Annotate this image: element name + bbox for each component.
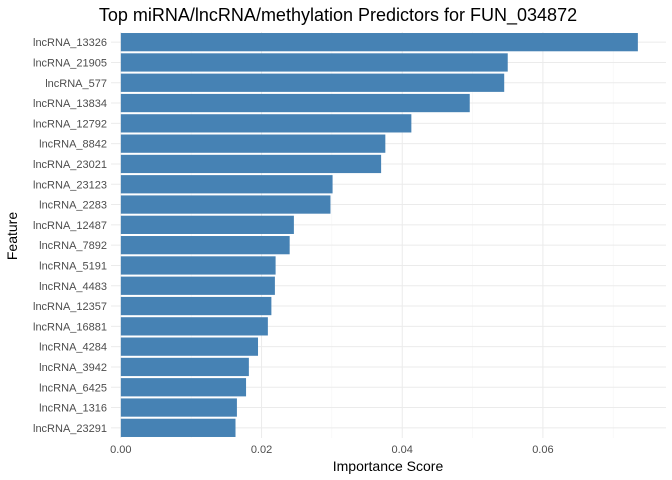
y-tick-label: lncRNA_4483 — [39, 281, 107, 293]
bar — [120, 134, 386, 153]
y-tick-label: lncRNA_23021 — [33, 159, 107, 171]
y-tick-label: lncRNA_21905 — [33, 57, 107, 69]
x-tick-label: 0.00 — [110, 444, 131, 456]
y-tick-labels: lncRNA_13326 lncRNA_21905 lncRNA_577 lncRNA… — [33, 37, 107, 435]
bar — [120, 114, 412, 133]
y-tick-label: lncRNA_16881 — [33, 321, 107, 333]
bar — [120, 317, 268, 336]
y-axis-title: Feature — [4, 212, 20, 260]
x-tick-label: 0.02 — [251, 444, 272, 456]
y-tick-label: lncRNA_12487 — [33, 220, 107, 232]
bar — [120, 398, 237, 417]
x-tick-label: 0.04 — [392, 444, 413, 456]
bar — [120, 215, 294, 234]
bar — [120, 276, 275, 295]
bar — [120, 378, 247, 397]
chart-title: Top miRNA/lncRNA/methylation Predictors … — [99, 5, 577, 26]
bar — [120, 93, 470, 113]
bar — [120, 337, 259, 356]
bar — [120, 357, 249, 377]
y-tick-label: lncRNA_5191 — [39, 260, 107, 272]
y-tick-label: lncRNA_13326 — [33, 37, 107, 49]
bar — [120, 53, 508, 72]
y-tick-label: lncRNA_577 — [45, 78, 107, 90]
bars — [120, 33, 638, 437]
grid-lines — [111, 32, 666, 438]
bar — [120, 154, 382, 174]
bar — [120, 296, 272, 316]
y-tick-label: lncRNA_13834 — [33, 98, 107, 110]
bar — [120, 195, 331, 214]
y-tick-label: lncRNA_1316 — [39, 403, 107, 415]
y-tick-label: lncRNA_4284 — [39, 342, 107, 354]
y-tick-label: lncRNA_12792 — [33, 118, 107, 130]
bar — [120, 236, 290, 255]
y-tick-label: lncRNA_8842 — [39, 139, 107, 151]
bar — [120, 418, 236, 437]
y-tick-label: lncRNA_2283 — [39, 200, 107, 212]
x-tick-labels: 0.00 0.02 0.04 0.06 — [110, 444, 553, 456]
bar — [120, 73, 505, 92]
x-axis-title: Importance Score — [333, 458, 444, 474]
y-tick-label: lncRNA_12357 — [33, 301, 107, 313]
bar — [120, 256, 276, 275]
x-tick-label: 0.06 — [532, 444, 553, 456]
y-tick-label: lncRNA_23123 — [33, 179, 107, 191]
bar — [120, 33, 638, 52]
bar — [120, 175, 333, 194]
y-tick-label: lncRNA_3942 — [39, 362, 107, 374]
y-tick-label: lncRNA_7892 — [39, 240, 107, 252]
y-tick-label: lncRNA_6425 — [39, 382, 107, 394]
y-tick-label: lncRNA_23291 — [33, 423, 107, 435]
